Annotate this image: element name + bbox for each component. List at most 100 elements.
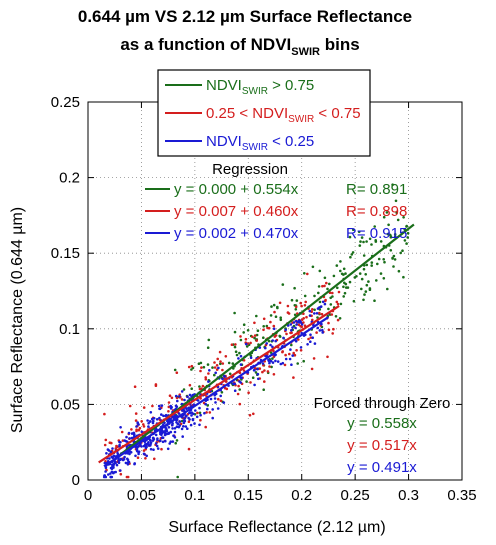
scatter-point [402,275,405,279]
forced-equation: y = 0.491x [347,459,417,476]
scatter-point [297,323,301,327]
scatter-point [149,447,153,451]
scatter-point [311,318,314,322]
scatter-point [149,438,152,442]
scatter-point [306,272,309,276]
y-tick-label: 0.2 [59,170,80,187]
scatter-point [267,326,271,330]
scatter-point [311,265,315,269]
scatter-point [204,402,207,406]
scatter-point [303,294,307,298]
x-tick-label: 0 [84,487,92,504]
scatter-point [262,317,266,321]
scatter-point [308,309,312,313]
regression-r: R= 0.898 [346,203,407,220]
scatter-point [296,320,300,324]
scatter-point [204,378,208,381]
scatter-point [336,318,340,322]
scatter-point [174,394,178,398]
scatter-point [178,420,182,423]
scatter-point [271,345,274,349]
scatter-point [405,242,408,245]
scatter-point [110,475,114,479]
scatter-point [118,444,121,448]
scatter-point [276,306,279,310]
legend-entry: NDVISWIR < 0.25 [206,133,314,153]
scatter-point [111,447,114,450]
scatter-point [254,314,258,318]
scatter-point [169,407,173,410]
scatter-point [353,276,357,279]
scatter-point [332,327,335,331]
scatter-point [221,377,224,381]
scatter-point [186,395,189,399]
scatter-point [399,251,403,255]
scatter-point [206,346,210,350]
scatter-point [128,452,131,456]
scatter-point [126,475,130,479]
scatter-point [267,339,271,343]
scatter-point [111,456,114,460]
scatter-point [207,372,210,375]
scatter-point [389,249,393,252]
scatter-point [307,337,310,341]
scatter-point [105,452,108,455]
scatter-point [112,464,115,468]
scatter-point [230,343,234,347]
scatter-point [336,286,339,290]
scatter-point [180,398,184,401]
scatter-point [350,253,354,256]
scatter-point [293,286,296,290]
scatter-point [367,280,370,283]
scatter-point [171,427,174,430]
scatter-point [124,461,128,465]
scatter-point [267,359,271,363]
scatter-point [362,267,366,271]
scatter-point [359,240,362,243]
scatter-point [206,407,209,411]
scatter-point [110,470,114,474]
scatter-point [351,251,355,254]
scatter-point [242,331,245,334]
scatter-point [290,329,293,332]
scatter-point [288,352,291,356]
scatter-point [233,330,237,334]
scatter-point [103,461,107,465]
scatter-point [205,411,208,414]
scatter-point [327,321,330,325]
scatter-point [287,312,291,315]
forced-equation: y = 0.517x [347,437,417,454]
scatter-point [214,371,217,375]
scatter-point [315,312,319,315]
scatter-point [170,396,174,400]
scatter-point [198,411,202,415]
scatter-point [211,416,214,420]
scatter-point [190,364,194,368]
scatter-point [174,441,177,445]
scatter-point [121,439,125,442]
scatter-point [318,269,322,273]
scatter-point [221,368,224,372]
scatter-point [149,444,152,447]
scatter-point [219,394,222,398]
scatter-point [256,367,259,371]
scatter-point [242,323,246,327]
scatter-point [292,376,295,379]
scatter-point [113,461,117,464]
scatter-point [161,440,165,444]
scatter-point [305,315,308,319]
scatter-point [342,267,346,271]
scatter-point [160,433,163,437]
scatter-point [149,420,152,423]
scatter-point [346,286,350,289]
scatter-point [198,423,201,427]
scatter-point [310,367,314,371]
scatter-point [295,349,298,352]
scatter-point [104,438,108,442]
scatter-point [155,444,159,448]
legend-entry: 0.25 < NDVISWIR < 0.75 [206,105,361,125]
scatter-point [247,391,250,395]
regression-r: R= 0.891 [346,181,407,198]
scatter-point [323,302,327,306]
scatter-point [327,328,331,332]
